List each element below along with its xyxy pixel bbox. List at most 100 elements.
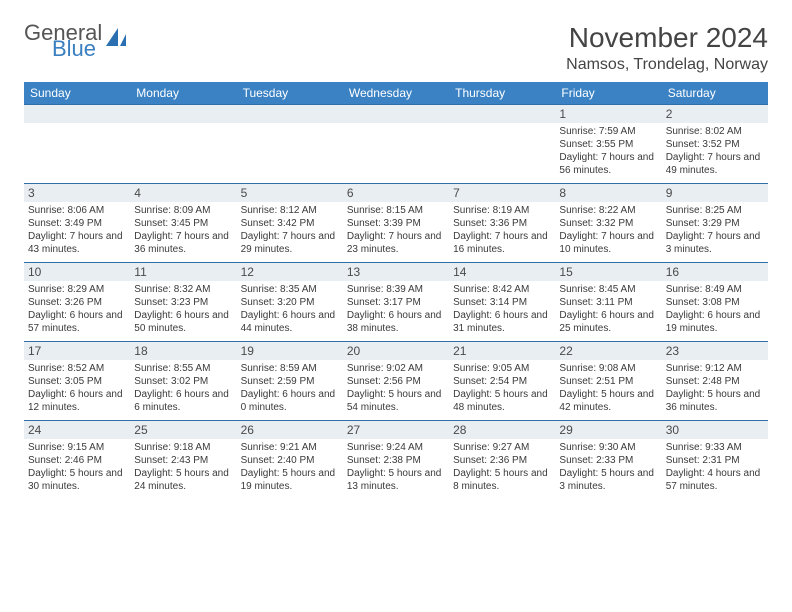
day-cell: 23 Sunrise: 9:12 AMSunset: 2:48 PMDayligh… <box>662 342 768 421</box>
day-number: 12 <box>237 263 343 281</box>
day-detail: Sunrise: 8:15 AMSunset: 3:39 PMDaylight:… <box>347 204 445 256</box>
day-detail: Sunrise: 9:33 AMSunset: 2:31 PMDaylight:… <box>666 441 764 493</box>
day-cell: 11Sunrise: 8:32 AMSunset: 3:23 PMDayligh… <box>130 263 236 342</box>
day-header: Sunday <box>24 82 130 105</box>
week-row: 3 Sunrise: 8:06 AMSunset: 3:49 PMDaylight… <box>24 184 768 263</box>
day-cell: 29Sunrise: 9:30 AMSunset: 2:33 PMDayligh… <box>555 421 661 500</box>
day-number: 11 <box>130 263 236 281</box>
month-title: November 2024 <box>566 22 768 54</box>
day-cell: 4Sunrise: 8:09 AMSunset: 3:45 PMDaylight… <box>130 184 236 263</box>
day-detail: Sunrise: 8:09 AMSunset: 3:45 PMDaylight:… <box>134 204 232 256</box>
day-cell: 24Sunrise: 9:15 AMSunset: 2:46 PMDayligh… <box>24 421 130 500</box>
day-detail: Sunrise: 8:06 AMSunset: 3:49 PMDaylight:… <box>28 204 126 256</box>
day-detail: Sunrise: 8:29 AMSunset: 3:26 PMDaylight:… <box>28 283 126 335</box>
day-number: 6 <box>343 184 449 202</box>
week-row: 10 Sunrise: 8:29 AMSunset: 3:26 PMDayligh… <box>24 263 768 342</box>
day-cell <box>24 105 130 184</box>
day-number: 5 <box>237 184 343 202</box>
day-cell: 27 Sunrise: 9:24 AMSunset: 2:38 PMDayligh… <box>343 421 449 500</box>
day-cell: 3 Sunrise: 8:06 AMSunset: 3:49 PMDaylight… <box>24 184 130 263</box>
day-detail: Sunrise: 8:39 AMSunset: 3:17 PMDaylight:… <box>347 283 445 335</box>
day-cell: 6 Sunrise: 8:15 AMSunset: 3:39 PMDaylight… <box>343 184 449 263</box>
day-number: 17 <box>24 342 130 360</box>
day-number: 1 <box>555 105 661 123</box>
day-cell: 17 Sunrise: 8:52 AMSunset: 3:05 PMDayligh… <box>24 342 130 421</box>
title-block: November 2024 Namsos, Trondelag, Norway <box>566 22 768 74</box>
day-detail: Sunrise: 8:49 AMSunset: 3:08 PMDaylight:… <box>666 283 764 335</box>
day-detail: Sunrise: 9:02 AMSunset: 2:56 PMDaylight:… <box>347 362 445 414</box>
day-header-row: Sunday Monday Tuesday Wednesday Thursday… <box>24 82 768 105</box>
day-detail: Sunrise: 8:19 AMSunset: 3:36 PMDaylight:… <box>453 204 551 256</box>
day-number: 15 <box>555 263 661 281</box>
day-header: Wednesday <box>343 82 449 105</box>
day-cell: 22Sunrise: 9:08 AMSunset: 2:51 PMDayligh… <box>555 342 661 421</box>
day-cell: 25Sunrise: 9:18 AMSunset: 2:43 PMDayligh… <box>130 421 236 500</box>
day-number: 23 <box>662 342 768 360</box>
calendar-table: Sunday Monday Tuesday Wednesday Thursday… <box>24 82 768 499</box>
day-cell: 26 Sunrise: 9:21 AMSunset: 2:40 PMDayligh… <box>237 421 343 500</box>
logo-sail-icon <box>104 26 130 57</box>
day-number: 13 <box>343 263 449 281</box>
day-number: 20 <box>343 342 449 360</box>
day-number: 7 <box>449 184 555 202</box>
day-cell <box>449 105 555 184</box>
day-detail: Sunrise: 8:35 AMSunset: 3:20 PMDaylight:… <box>241 283 339 335</box>
logo-text-blue: Blue <box>52 38 102 60</box>
day-cell: 2 Sunrise: 8:02 AMSunset: 3:52 PMDaylight… <box>662 105 768 184</box>
day-cell: 18 Sunrise: 8:55 AMSunset: 3:02 PMDayligh… <box>130 342 236 421</box>
day-number: 10 <box>24 263 130 281</box>
day-detail: Sunrise: 9:12 AMSunset: 2:48 PMDaylight:… <box>666 362 764 414</box>
day-cell: 21Sunrise: 9:05 AMSunset: 2:54 PMDayligh… <box>449 342 555 421</box>
day-detail: Sunrise: 8:22 AMSunset: 3:32 PMDaylight:… <box>559 204 657 256</box>
day-header: Monday <box>130 82 236 105</box>
day-number: 28 <box>449 421 555 439</box>
day-header: Friday <box>555 82 661 105</box>
day-cell: 19Sunrise: 8:59 AMSunset: 2:59 PMDayligh… <box>237 342 343 421</box>
day-detail: Sunrise: 8:59 AMSunset: 2:59 PMDaylight:… <box>241 362 339 414</box>
day-cell: 30Sunrise: 9:33 AMSunset: 2:31 PMDayligh… <box>662 421 768 500</box>
day-number-empty <box>130 105 236 123</box>
day-cell: 16 Sunrise: 8:49 AMSunset: 3:08 PMDayligh… <box>662 263 768 342</box>
day-detail: Sunrise: 9:30 AMSunset: 2:33 PMDaylight:… <box>559 441 657 493</box>
day-number: 2 <box>662 105 768 123</box>
day-cell <box>343 105 449 184</box>
day-detail: Sunrise: 8:02 AMSunset: 3:52 PMDaylight:… <box>666 125 764 177</box>
day-cell: 28Sunrise: 9:27 AMSunset: 2:36 PMDayligh… <box>449 421 555 500</box>
day-detail: Sunrise: 8:42 AMSunset: 3:14 PMDaylight:… <box>453 283 551 335</box>
day-number-empty <box>237 105 343 123</box>
day-detail: Sunrise: 9:24 AMSunset: 2:38 PMDaylight:… <box>347 441 445 493</box>
week-row: 17 Sunrise: 8:52 AMSunset: 3:05 PMDayligh… <box>24 342 768 421</box>
day-cell: 1 Sunrise: 7:59 AMSunset: 3:55 PMDaylight… <box>555 105 661 184</box>
day-detail: Sunrise: 7:59 AMSunset: 3:55 PMDaylight:… <box>559 125 657 177</box>
day-number: 16 <box>662 263 768 281</box>
location: Namsos, Trondelag, Norway <box>566 56 768 74</box>
day-number: 18 <box>130 342 236 360</box>
day-detail: Sunrise: 9:21 AMSunset: 2:40 PMDaylight:… <box>241 441 339 493</box>
day-number: 27 <box>343 421 449 439</box>
day-number: 9 <box>662 184 768 202</box>
day-cell: 5 Sunrise: 8:12 AMSunset: 3:42 PMDaylight… <box>237 184 343 263</box>
day-cell: 12 Sunrise: 8:35 AMSunset: 3:20 PMDayligh… <box>237 263 343 342</box>
day-number-empty <box>449 105 555 123</box>
day-number-empty <box>24 105 130 123</box>
day-detail: Sunrise: 9:05 AMSunset: 2:54 PMDaylight:… <box>453 362 551 414</box>
day-number: 26 <box>237 421 343 439</box>
week-row: 1 Sunrise: 7:59 AMSunset: 3:55 PMDaylight… <box>24 105 768 184</box>
day-cell: 9Sunrise: 8:25 AMSunset: 3:29 PMDaylight… <box>662 184 768 263</box>
day-header: Thursday <box>449 82 555 105</box>
day-number: 3 <box>24 184 130 202</box>
day-number: 24 <box>24 421 130 439</box>
day-detail: Sunrise: 8:45 AMSunset: 3:11 PMDaylight:… <box>559 283 657 335</box>
day-cell <box>237 105 343 184</box>
day-cell: 15 Sunrise: 8:45 AMSunset: 3:11 PMDayligh… <box>555 263 661 342</box>
day-detail: Sunrise: 8:55 AMSunset: 3:02 PMDaylight:… <box>134 362 232 414</box>
day-detail: Sunrise: 8:12 AMSunset: 3:42 PMDaylight:… <box>241 204 339 256</box>
week-row: 24Sunrise: 9:15 AMSunset: 2:46 PMDayligh… <box>24 421 768 500</box>
logo: General Blue <box>24 22 130 60</box>
day-detail: Sunrise: 9:08 AMSunset: 2:51 PMDaylight:… <box>559 362 657 414</box>
day-header: Saturday <box>662 82 768 105</box>
day-cell: 8Sunrise: 8:22 AMSunset: 3:32 PMDaylight… <box>555 184 661 263</box>
day-cell: 7 Sunrise: 8:19 AMSunset: 3:36 PMDaylight… <box>449 184 555 263</box>
day-detail: Sunrise: 8:52 AMSunset: 3:05 PMDaylight:… <box>28 362 126 414</box>
day-header: Tuesday <box>237 82 343 105</box>
